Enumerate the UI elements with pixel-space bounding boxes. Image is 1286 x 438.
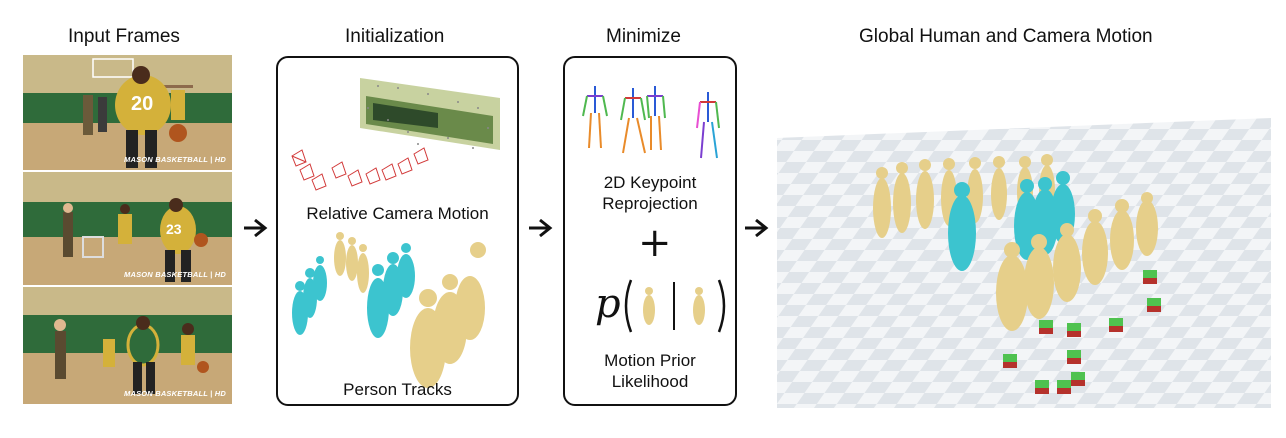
tan-person-track xyxy=(334,232,486,388)
prior-parentheses-icon xyxy=(624,279,726,333)
arrow-right-icon xyxy=(529,218,553,238)
input-frame-1: 20 MASON BASKETBALL | HD xyxy=(23,55,232,170)
tan-human-track-front xyxy=(996,192,1158,331)
global-motion-scene xyxy=(777,118,1271,408)
keypoint-label-line2: Reprojection xyxy=(602,194,698,213)
prior-symbol: p xyxy=(595,281,621,327)
minimize-panel: 2D Keypoint Reprojection + p Motion Prio… xyxy=(563,56,737,406)
broadcast-logo: MASON BASKETBALL | HD xyxy=(124,389,226,398)
broadcast-logo: MASON BASKETBALL | HD xyxy=(124,270,226,279)
header-input-frames: Input Frames xyxy=(68,26,180,47)
keypoint-label-line1: 2D Keypoint xyxy=(603,173,697,192)
plus-symbol: + xyxy=(638,220,672,266)
person-tracks-label: Person Tracks xyxy=(343,380,452,399)
jersey-number: 20 xyxy=(131,93,153,115)
input-frame-2: 23 MASON BASKETBALL | HD xyxy=(23,172,232,285)
point-cloud-illustration xyxy=(291,78,500,388)
motion-prior-formula: p xyxy=(595,276,726,336)
skeleton-keypoints-illustration xyxy=(582,86,720,159)
initialization-panel: Relative Camera Motion Person Tracks xyxy=(276,56,519,406)
jersey-number: 23 xyxy=(166,221,182,237)
relative-camera-motion-label: Relative Camera Motion xyxy=(306,204,489,223)
prior-label-line2: Likelihood xyxy=(611,372,689,391)
cyan-person-track xyxy=(292,243,415,338)
header-initialization: Initialization xyxy=(345,26,445,47)
camera-frustum-icons xyxy=(291,147,429,191)
prior-label-line1: Motion Prior xyxy=(604,351,696,370)
header-global-motion: Global Human and Camera Motion xyxy=(859,26,1153,47)
arrow-right-icon xyxy=(745,218,769,238)
header-minimize: Minimize xyxy=(606,26,681,47)
camera-cube-icons xyxy=(1003,270,1161,394)
input-frame-3: MASON BASKETBALL | HD xyxy=(23,287,232,404)
broadcast-logo: MASON BASKETBALL | HD xyxy=(124,155,226,164)
arrow-right-icon xyxy=(244,218,268,238)
